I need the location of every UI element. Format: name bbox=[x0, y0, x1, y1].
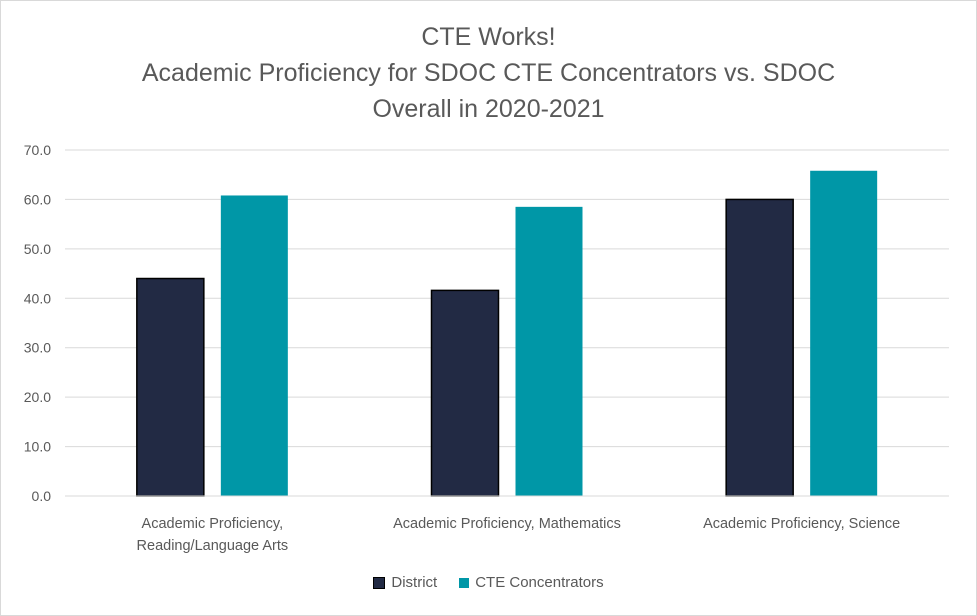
x-category-label: Reading/Language Arts bbox=[137, 538, 289, 554]
y-tick-label: 30.0 bbox=[24, 340, 51, 356]
legend-swatch-district bbox=[373, 576, 386, 589]
y-tick-label: 50.0 bbox=[24, 241, 51, 257]
bar-cte-concentrators bbox=[220, 195, 288, 496]
bar-cte-concentrators bbox=[515, 206, 583, 497]
x-category-label: Academic Proficiency, Mathematics bbox=[393, 516, 621, 532]
legend-item-cte-concentrators: CTE Concentrators bbox=[459, 574, 604, 591]
chart-legend: District CTE Concentrators bbox=[1, 574, 976, 591]
bar-district bbox=[136, 277, 205, 497]
y-tick-label: 40.0 bbox=[24, 290, 51, 306]
legend-label-district: District bbox=[391, 574, 438, 591]
bar-cte-concentrators bbox=[810, 170, 878, 496]
y-tick-label: 10.0 bbox=[24, 439, 51, 455]
chart-title: CTE Works! Academic Proficiency for SDOC… bbox=[1, 19, 976, 127]
chart-title-line-3: Overall in 2020-2021 bbox=[372, 95, 605, 123]
bar-district bbox=[430, 289, 500, 497]
legend-item-district: District bbox=[373, 574, 437, 591]
chart-title-line-2: Academic Proficiency for SDOC CTE Concen… bbox=[141, 59, 836, 87]
bar-district bbox=[725, 198, 794, 497]
legend-swatch-cte-concentrators bbox=[459, 577, 470, 588]
y-tick-label: 70.0 bbox=[24, 142, 51, 158]
x-category-label: Academic Proficiency, Science bbox=[703, 516, 900, 532]
x-category-label: Academic Proficiency, bbox=[142, 516, 284, 532]
y-tick-label: 60.0 bbox=[24, 191, 51, 207]
y-tick-label: 0.0 bbox=[32, 488, 52, 504]
y-tick-label: 20.0 bbox=[24, 389, 51, 405]
chart-title-line-1: CTE Works! bbox=[421, 23, 556, 51]
legend-label-cte-concentrators: CTE Concentrators bbox=[475, 574, 604, 591]
